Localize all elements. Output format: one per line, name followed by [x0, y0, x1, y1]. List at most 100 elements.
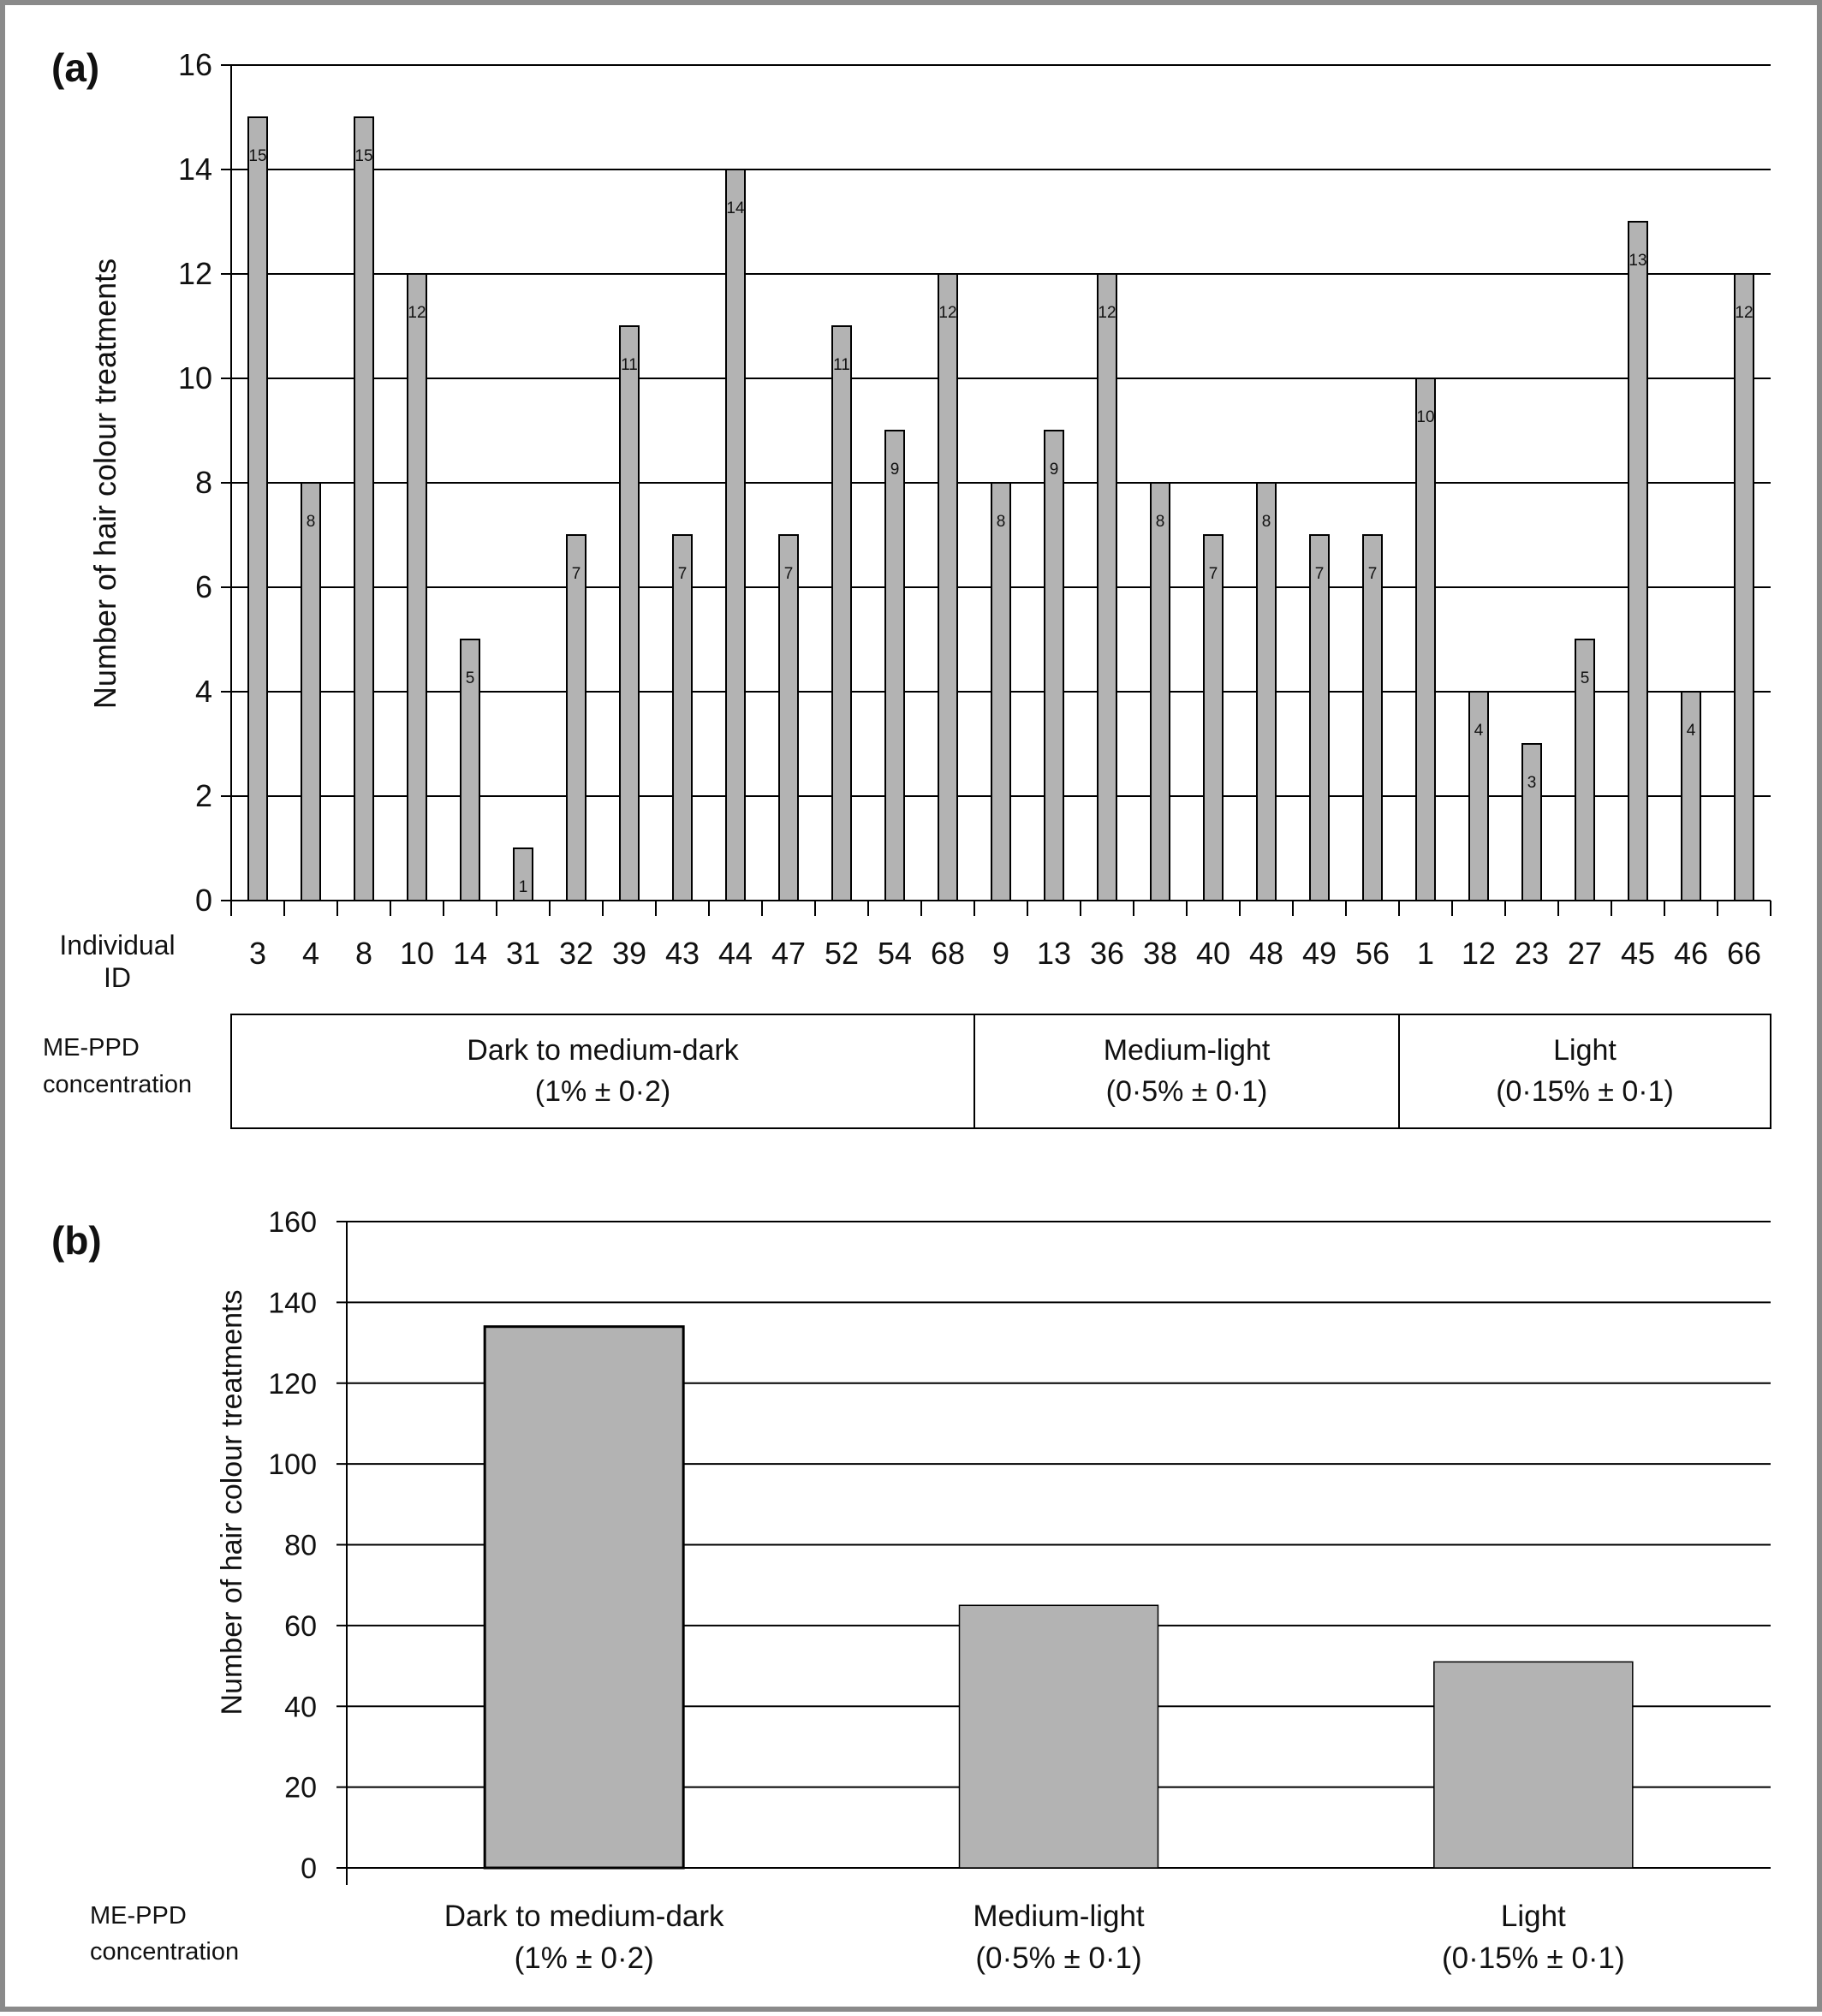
- group-sublabel-a: (1% ± 0·2): [535, 1075, 670, 1108]
- bar-a: [513, 847, 533, 901]
- panel-b: 0 20 40 60 80 100 120 140 160 Dark to medium-dark…: [268, 1206, 1771, 1975]
- x-tick-label-a: 38: [1143, 936, 1177, 971]
- x-tick-label-a: 40: [1196, 936, 1230, 971]
- bar-b: [1433, 1661, 1634, 1869]
- data-label-a: 1: [519, 878, 528, 896]
- bar-a: [831, 325, 852, 901]
- data-label-a: 14: [726, 199, 745, 217]
- data-label-a: 7: [784, 565, 794, 583]
- x-tick-label-a: 56: [1355, 936, 1390, 971]
- panel-a-individual-label-line1: Individual: [59, 930, 175, 960]
- data-label-a: 8: [1156, 513, 1165, 531]
- bar-a: [938, 273, 958, 901]
- panel-b-row-label-line2: concentration: [90, 1938, 239, 1965]
- data-label-a: 12: [1098, 304, 1116, 322]
- panel-a-ylabel: Number of hair colour treatments: [87, 259, 122, 709]
- bar-a: [619, 325, 640, 901]
- x-tick-label-a: 9: [992, 936, 1009, 971]
- bar-a: [1575, 639, 1595, 901]
- x-tick-label-a: 43: [665, 936, 700, 971]
- bar-a: [1150, 482, 1170, 901]
- x-tick-label-a: 23: [1515, 936, 1549, 971]
- bar-a: [460, 639, 480, 901]
- data-label-a: 12: [938, 304, 956, 322]
- bar-a: [1681, 691, 1701, 901]
- y-tick-label-b: 60: [284, 1610, 317, 1643]
- y-tick-label-b: 80: [284, 1530, 317, 1562]
- panel-a-individual-label-line2: ID: [104, 962, 131, 993]
- data-label-a: 4: [1687, 722, 1696, 740]
- bar-a: [1097, 273, 1117, 901]
- y-tick-label-a: 8: [195, 465, 212, 500]
- y-tick-label-b: 120: [268, 1368, 317, 1400]
- data-label-a: 3: [1527, 774, 1537, 792]
- x-tick-label-a: 31: [506, 936, 540, 971]
- bar-a: [884, 430, 905, 901]
- bar-a: [1521, 743, 1542, 901]
- x-tick-label-a: 49: [1302, 936, 1337, 971]
- y-tick-label-a: 6: [195, 569, 212, 604]
- bar-a: [1734, 273, 1754, 901]
- bar-b: [958, 1604, 1159, 1869]
- data-label-a: 15: [354, 147, 372, 165]
- data-label-a: 5: [466, 669, 475, 687]
- data-label-a: 15: [248, 147, 266, 165]
- bar-a: [247, 116, 268, 901]
- data-label-a: 8: [997, 513, 1006, 531]
- bar-b: [483, 1325, 685, 1870]
- data-label-a: 12: [1735, 304, 1753, 322]
- x-tick-label-b: Dark to medium-dark: [444, 1900, 724, 1933]
- group-sublabel-a: (0·5% ± 0·1): [1106, 1075, 1268, 1108]
- data-label-a: 9: [1050, 461, 1059, 479]
- y-tick-label-b: 40: [284, 1691, 317, 1723]
- x-tick-label-a: 68: [931, 936, 965, 971]
- data-label-a: 7: [678, 565, 688, 583]
- panel-a: 0246810121416153841581210514131732113974…: [178, 47, 1771, 1129]
- y-tick-label-a: 16: [178, 47, 212, 82]
- x-tick-label-a: 13: [1037, 936, 1071, 971]
- x-tick-label-b: Medium-light: [973, 1900, 1145, 1933]
- bar-a: [672, 534, 693, 901]
- data-label-a: 11: [833, 356, 850, 374]
- panel-b-row-label-line1: ME-PPD: [90, 1902, 187, 1930]
- bar-a: [1256, 482, 1277, 901]
- panel-b-ylabel: Number of hair colour treatments: [216, 1290, 248, 1716]
- bar-a: [566, 534, 586, 901]
- y-tick-label-a: 0: [195, 883, 212, 918]
- bar-a: [1203, 534, 1224, 901]
- x-tick-label-a: 14: [453, 936, 487, 971]
- panel-b-label: (b): [51, 1218, 102, 1263]
- data-label-a: 8: [1262, 513, 1271, 531]
- data-label-a: 7: [572, 565, 581, 583]
- data-label-a: 7: [1315, 565, 1325, 583]
- x-tick-label-a: 1: [1417, 936, 1434, 971]
- data-label-a: 11: [621, 356, 638, 374]
- x-tick-label-b: Light: [1501, 1900, 1566, 1933]
- data-label-a: 12: [408, 304, 426, 322]
- x-tick-label-a: 52: [825, 936, 859, 971]
- x-tick-label-a: 8: [355, 936, 372, 971]
- x-tick-label-a: 10: [400, 936, 434, 971]
- x-tick-label-a: 45: [1621, 936, 1655, 971]
- bar-a: [991, 482, 1011, 901]
- bar-a: [1468, 691, 1489, 901]
- x-tick-sublabel-b: (0·5% ± 0·1): [975, 1942, 1141, 1975]
- group-label-a: Medium-light: [1104, 1034, 1271, 1067]
- x-tick-label-a: 27: [1568, 936, 1602, 971]
- panel-a-label: (a): [51, 45, 99, 90]
- bar-a: [1628, 221, 1648, 901]
- data-label-a: 7: [1209, 565, 1218, 583]
- data-label-a: 10: [1416, 408, 1434, 426]
- y-tick-label-b: 20: [284, 1772, 317, 1805]
- x-tick-label-a: 44: [718, 936, 753, 971]
- data-label-a: 9: [890, 461, 900, 479]
- y-tick-label-a: 4: [195, 674, 212, 709]
- x-tick-sublabel-b: (1% ± 0·2): [515, 1942, 654, 1975]
- bar-a: [354, 116, 374, 901]
- data-label-a: 5: [1581, 669, 1590, 687]
- x-tick-label-a: 66: [1727, 936, 1761, 971]
- x-tick-label-a: 32: [559, 936, 593, 971]
- bar-a: [1362, 534, 1383, 901]
